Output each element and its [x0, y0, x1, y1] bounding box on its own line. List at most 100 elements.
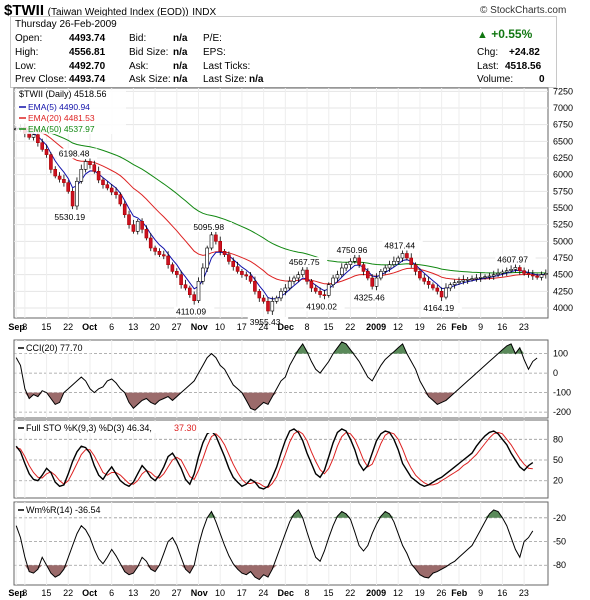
main-y-tick-label: 7250 [553, 86, 573, 96]
bottom-x-axis-label: 15 [324, 588, 334, 598]
bid-label: Bid: [129, 33, 147, 44]
ask-value: n/a [173, 61, 188, 72]
annotation-bg [304, 301, 345, 312]
candle-body [400, 253, 405, 259]
sto-panel-y-tick-label: 20 [553, 476, 563, 486]
candle-body [543, 273, 548, 275]
bid-value: n/a [173, 33, 188, 44]
candle-body [448, 284, 453, 289]
bottom-x-axis-label: 13 [128, 588, 138, 598]
x-axis-label: 8 [22, 322, 27, 332]
annotation-bg [351, 292, 393, 303]
main-y-tick-label: 5250 [553, 220, 573, 230]
candle-body [79, 169, 84, 182]
x-axis-label: 9 [478, 322, 483, 332]
candle-body [75, 181, 79, 207]
bid-size-value: n/a [173, 47, 188, 58]
x-axis-label: Feb [451, 322, 468, 332]
volume-label: Volume: [477, 74, 514, 85]
candle-body [344, 264, 348, 269]
candle-body [66, 182, 70, 192]
sto-legend-k-label: Full STO %K(9,3) %D(3) 46.34, [26, 423, 152, 433]
main-y-tick-label: 6500 [553, 136, 573, 146]
candle-body [487, 275, 492, 278]
candle-body [122, 203, 127, 215]
candle-body [348, 260, 353, 265]
candle-body [114, 191, 118, 196]
candle-body [313, 287, 318, 292]
candle-body [105, 184, 110, 189]
main-y-tick-label: 4750 [553, 253, 573, 263]
bottom-x-axis-label: 22 [63, 588, 73, 598]
candle-body [405, 253, 409, 259]
candle-body [539, 274, 544, 278]
candle-body [166, 255, 170, 265]
candle-body [374, 277, 379, 287]
candle-body [40, 142, 45, 150]
ema20-line [16, 127, 546, 285]
wmr-oversold-fill [16, 565, 533, 580]
candle-body [283, 287, 288, 292]
annotation-bg [421, 303, 462, 314]
sto-legend-d-label: 37.30 [174, 423, 197, 433]
candle-body [309, 280, 314, 289]
candle-body [227, 254, 231, 262]
bottom-x-axis-label: Feb [451, 588, 468, 598]
candle-body [201, 267, 205, 282]
candle-body [274, 297, 279, 302]
wmr-panel-y-tick-label: -20 [553, 513, 566, 523]
candle-body [439, 290, 444, 298]
candle-body [244, 274, 248, 277]
candle-body [378, 270, 383, 279]
change-percent-value: +0.55% [491, 27, 533, 41]
candle-body [175, 270, 179, 275]
sto-k-line [15, 428, 534, 490]
main-y-tick-label: 5750 [553, 186, 573, 196]
price-annotation: 4325.46 [354, 292, 385, 302]
bottom-x-axis-label: Sep [8, 588, 25, 598]
eps-label: EPS: [203, 47, 226, 58]
chart-title: $TWII (Taiwan Weighted Index (EOD)) INDX [4, 2, 216, 19]
x-axis-label: 26 [436, 322, 446, 332]
legend-bg [16, 90, 126, 134]
candle-body [383, 267, 388, 272]
main-y-tick-label: 6000 [553, 170, 573, 180]
candle-body [62, 179, 66, 183]
ask-size-value: n/a [173, 74, 188, 85]
candle-body [188, 287, 192, 295]
candle-body [500, 271, 505, 274]
high-label: High: [15, 47, 39, 58]
candle-body [483, 276, 487, 279]
candle-body [183, 284, 188, 289]
quote-panel: Thursday 26-Feb-2009 Open: 4493.74 High:… [10, 16, 557, 88]
x-axis-label: 2009 [366, 322, 386, 332]
main-y-tick-label: 6750 [553, 120, 573, 130]
x-axis-label: 23 [519, 322, 529, 332]
bottom-x-axis-label: 22 [345, 588, 355, 598]
candle-body [522, 270, 526, 274]
prev-close-label: Prev Close: [15, 74, 67, 85]
price-annotation: 4567.75 [289, 257, 320, 267]
chg-value: +24.82 [509, 47, 540, 58]
candle-body [535, 275, 539, 278]
index-name: (Taiwan Weighted Index (EOD)) [47, 7, 189, 18]
main-y-tick-label: 5500 [553, 203, 573, 213]
candle-body [339, 267, 344, 275]
candle-body [517, 267, 522, 272]
annotation-bg [52, 211, 93, 222]
x-axis-label: Dec [278, 322, 295, 332]
candle-body [444, 287, 448, 298]
main-y-tick-label: 5000 [553, 236, 573, 246]
candle-body [222, 251, 227, 255]
candle-body [318, 290, 322, 295]
main-y-tick-label: 4500 [553, 270, 573, 280]
sto-legend-bg [16, 422, 216, 433]
candle-body [270, 300, 275, 312]
candle-body [57, 175, 62, 180]
candle-body [435, 287, 440, 292]
main-y-tick-label: 4000 [553, 303, 573, 313]
candle-body [153, 247, 157, 252]
candle-body [140, 221, 144, 230]
candle-body [365, 270, 370, 279]
